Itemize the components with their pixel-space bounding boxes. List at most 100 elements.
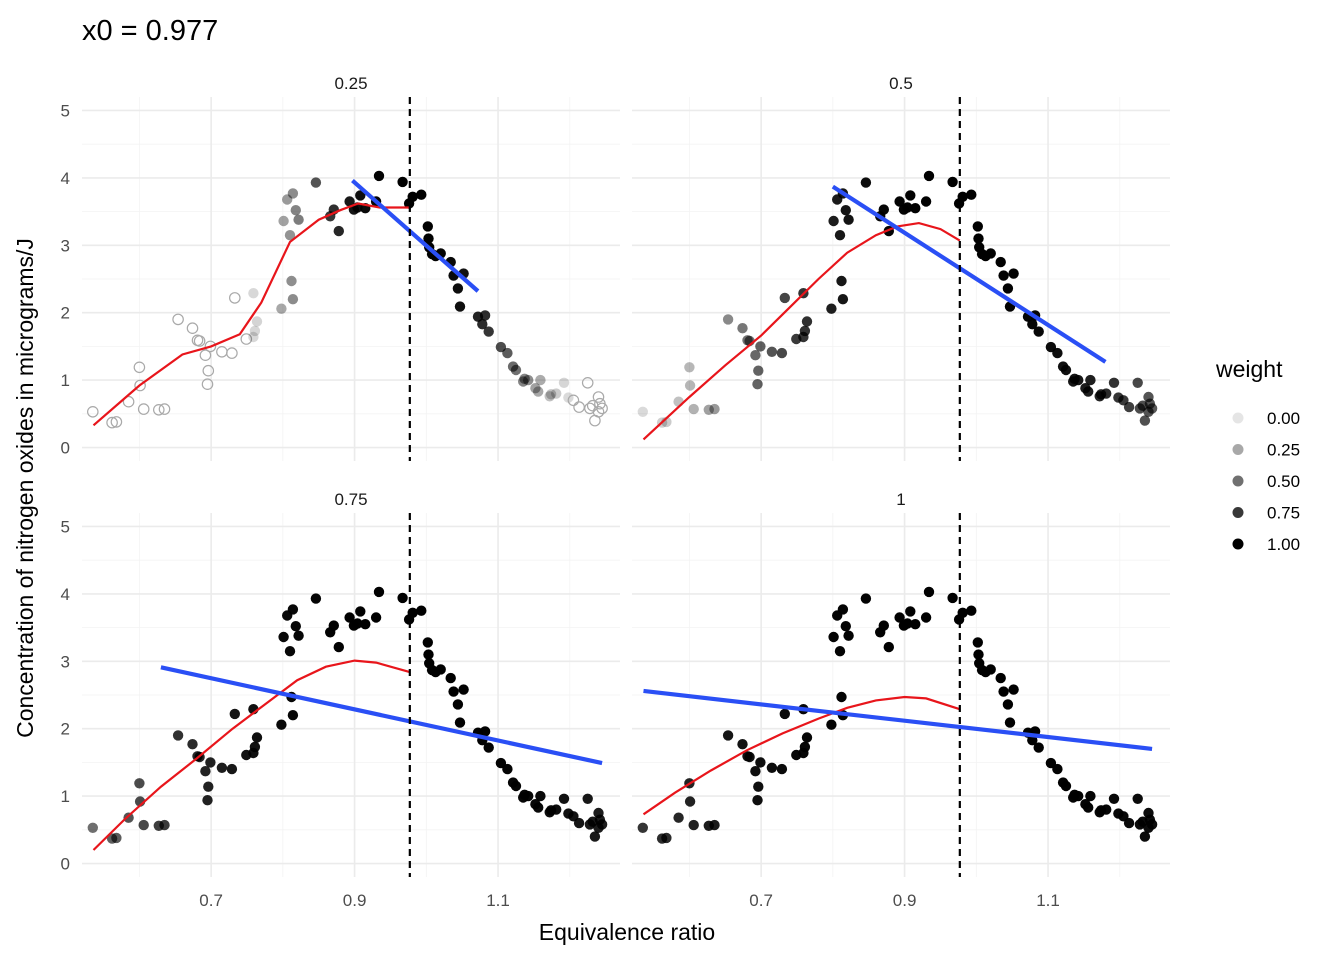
data-point bbox=[776, 763, 788, 775]
data-point bbox=[518, 376, 529, 387]
data-point bbox=[158, 403, 171, 415]
data-point bbox=[1004, 717, 1016, 728]
data-point bbox=[533, 802, 544, 813]
data-point bbox=[87, 822, 99, 833]
data-point bbox=[87, 405, 99, 418]
data-point bbox=[752, 795, 763, 806]
facet-strip-label: 0.25 bbox=[334, 74, 367, 93]
data-point bbox=[752, 379, 763, 390]
data-point bbox=[172, 313, 184, 326]
data-point bbox=[373, 170, 385, 182]
data-point bbox=[435, 664, 446, 675]
y-tick-label: 1 bbox=[61, 371, 70, 390]
data-point bbox=[722, 314, 734, 325]
facet-strip-label: 0.75 bbox=[334, 490, 367, 509]
data-point bbox=[1139, 415, 1151, 426]
weighted-fit-line bbox=[643, 688, 1153, 752]
data-point bbox=[801, 732, 813, 743]
data-point bbox=[1085, 790, 1096, 802]
data-point bbox=[1052, 763, 1063, 775]
data-point bbox=[753, 365, 764, 376]
data-point bbox=[1060, 364, 1072, 376]
data-point bbox=[799, 325, 811, 337]
facet-panel-3: 0.75 0 1 2 3 4 5 0.7 0.9 1.1 bbox=[61, 490, 620, 910]
data-point bbox=[523, 790, 534, 802]
data-point bbox=[134, 778, 145, 789]
data-point bbox=[229, 292, 241, 304]
data-point bbox=[502, 347, 513, 359]
data-point bbox=[187, 739, 198, 750]
data-point bbox=[688, 403, 699, 415]
data-point bbox=[458, 684, 469, 695]
data-point bbox=[483, 326, 494, 337]
data-point bbox=[737, 739, 748, 750]
data-point bbox=[205, 757, 216, 768]
data-point bbox=[998, 686, 1009, 697]
data-point bbox=[753, 781, 764, 792]
data-point bbox=[834, 646, 846, 657]
data-point bbox=[755, 757, 766, 768]
data-point bbox=[551, 804, 562, 815]
data-point bbox=[248, 288, 259, 299]
data-point bbox=[703, 404, 714, 415]
data-point bbox=[533, 386, 544, 397]
data-point bbox=[966, 189, 977, 200]
data-point bbox=[333, 641, 344, 653]
data-point bbox=[293, 214, 304, 225]
data-point bbox=[1118, 395, 1129, 406]
data-point bbox=[287, 294, 299, 305]
data-point bbox=[226, 347, 238, 359]
data-point bbox=[502, 763, 513, 775]
data-point bbox=[310, 177, 322, 188]
y-tick-label: 5 bbox=[61, 517, 70, 536]
data-point bbox=[479, 726, 491, 737]
facet-strip-label: 1 bbox=[896, 490, 905, 509]
data-point bbox=[985, 248, 996, 259]
data-point bbox=[637, 822, 648, 833]
data-point bbox=[567, 394, 580, 407]
data-point bbox=[551, 388, 562, 399]
data-point bbox=[910, 203, 921, 214]
chart-title: x0 = 0.977 bbox=[82, 15, 218, 47]
data-point bbox=[172, 730, 184, 741]
data-point bbox=[573, 401, 585, 413]
data-point bbox=[766, 346, 778, 357]
data-point bbox=[1083, 802, 1094, 813]
data-point bbox=[558, 793, 570, 804]
y-tick-label: 4 bbox=[61, 169, 70, 188]
data-point bbox=[878, 620, 889, 631]
data-point bbox=[920, 612, 932, 623]
data-point bbox=[328, 620, 339, 631]
data-point bbox=[240, 333, 253, 345]
data-point bbox=[972, 221, 983, 232]
data-point bbox=[596, 402, 608, 415]
data-point bbox=[840, 621, 851, 632]
data-point bbox=[423, 649, 434, 660]
x-tick-label: 0.9 bbox=[893, 891, 917, 910]
data-point bbox=[1101, 388, 1112, 399]
data-point bbox=[905, 606, 916, 617]
data-point bbox=[947, 176, 958, 188]
data-point bbox=[878, 204, 889, 215]
data-point bbox=[287, 604, 299, 615]
y-axis-title: Concentration of nitrogen oxides in micr… bbox=[12, 238, 38, 738]
data-point bbox=[684, 796, 696, 807]
data-point bbox=[153, 403, 165, 416]
data-point bbox=[894, 612, 905, 623]
data-point bbox=[843, 630, 854, 641]
data-point bbox=[510, 780, 522, 792]
data-point bbox=[826, 303, 837, 314]
data-point bbox=[581, 376, 594, 389]
x-tick-label: 0.9 bbox=[343, 891, 367, 910]
data-point bbox=[287, 188, 299, 199]
y-tick-label: 0 bbox=[61, 855, 70, 874]
data-point bbox=[573, 817, 585, 829]
data-point bbox=[995, 256, 1006, 268]
data-point bbox=[750, 766, 761, 777]
data-point bbox=[248, 331, 259, 343]
local-smooth-line bbox=[92, 659, 411, 851]
data-point bbox=[673, 812, 684, 823]
data-point bbox=[947, 592, 958, 604]
data-point bbox=[201, 378, 214, 390]
